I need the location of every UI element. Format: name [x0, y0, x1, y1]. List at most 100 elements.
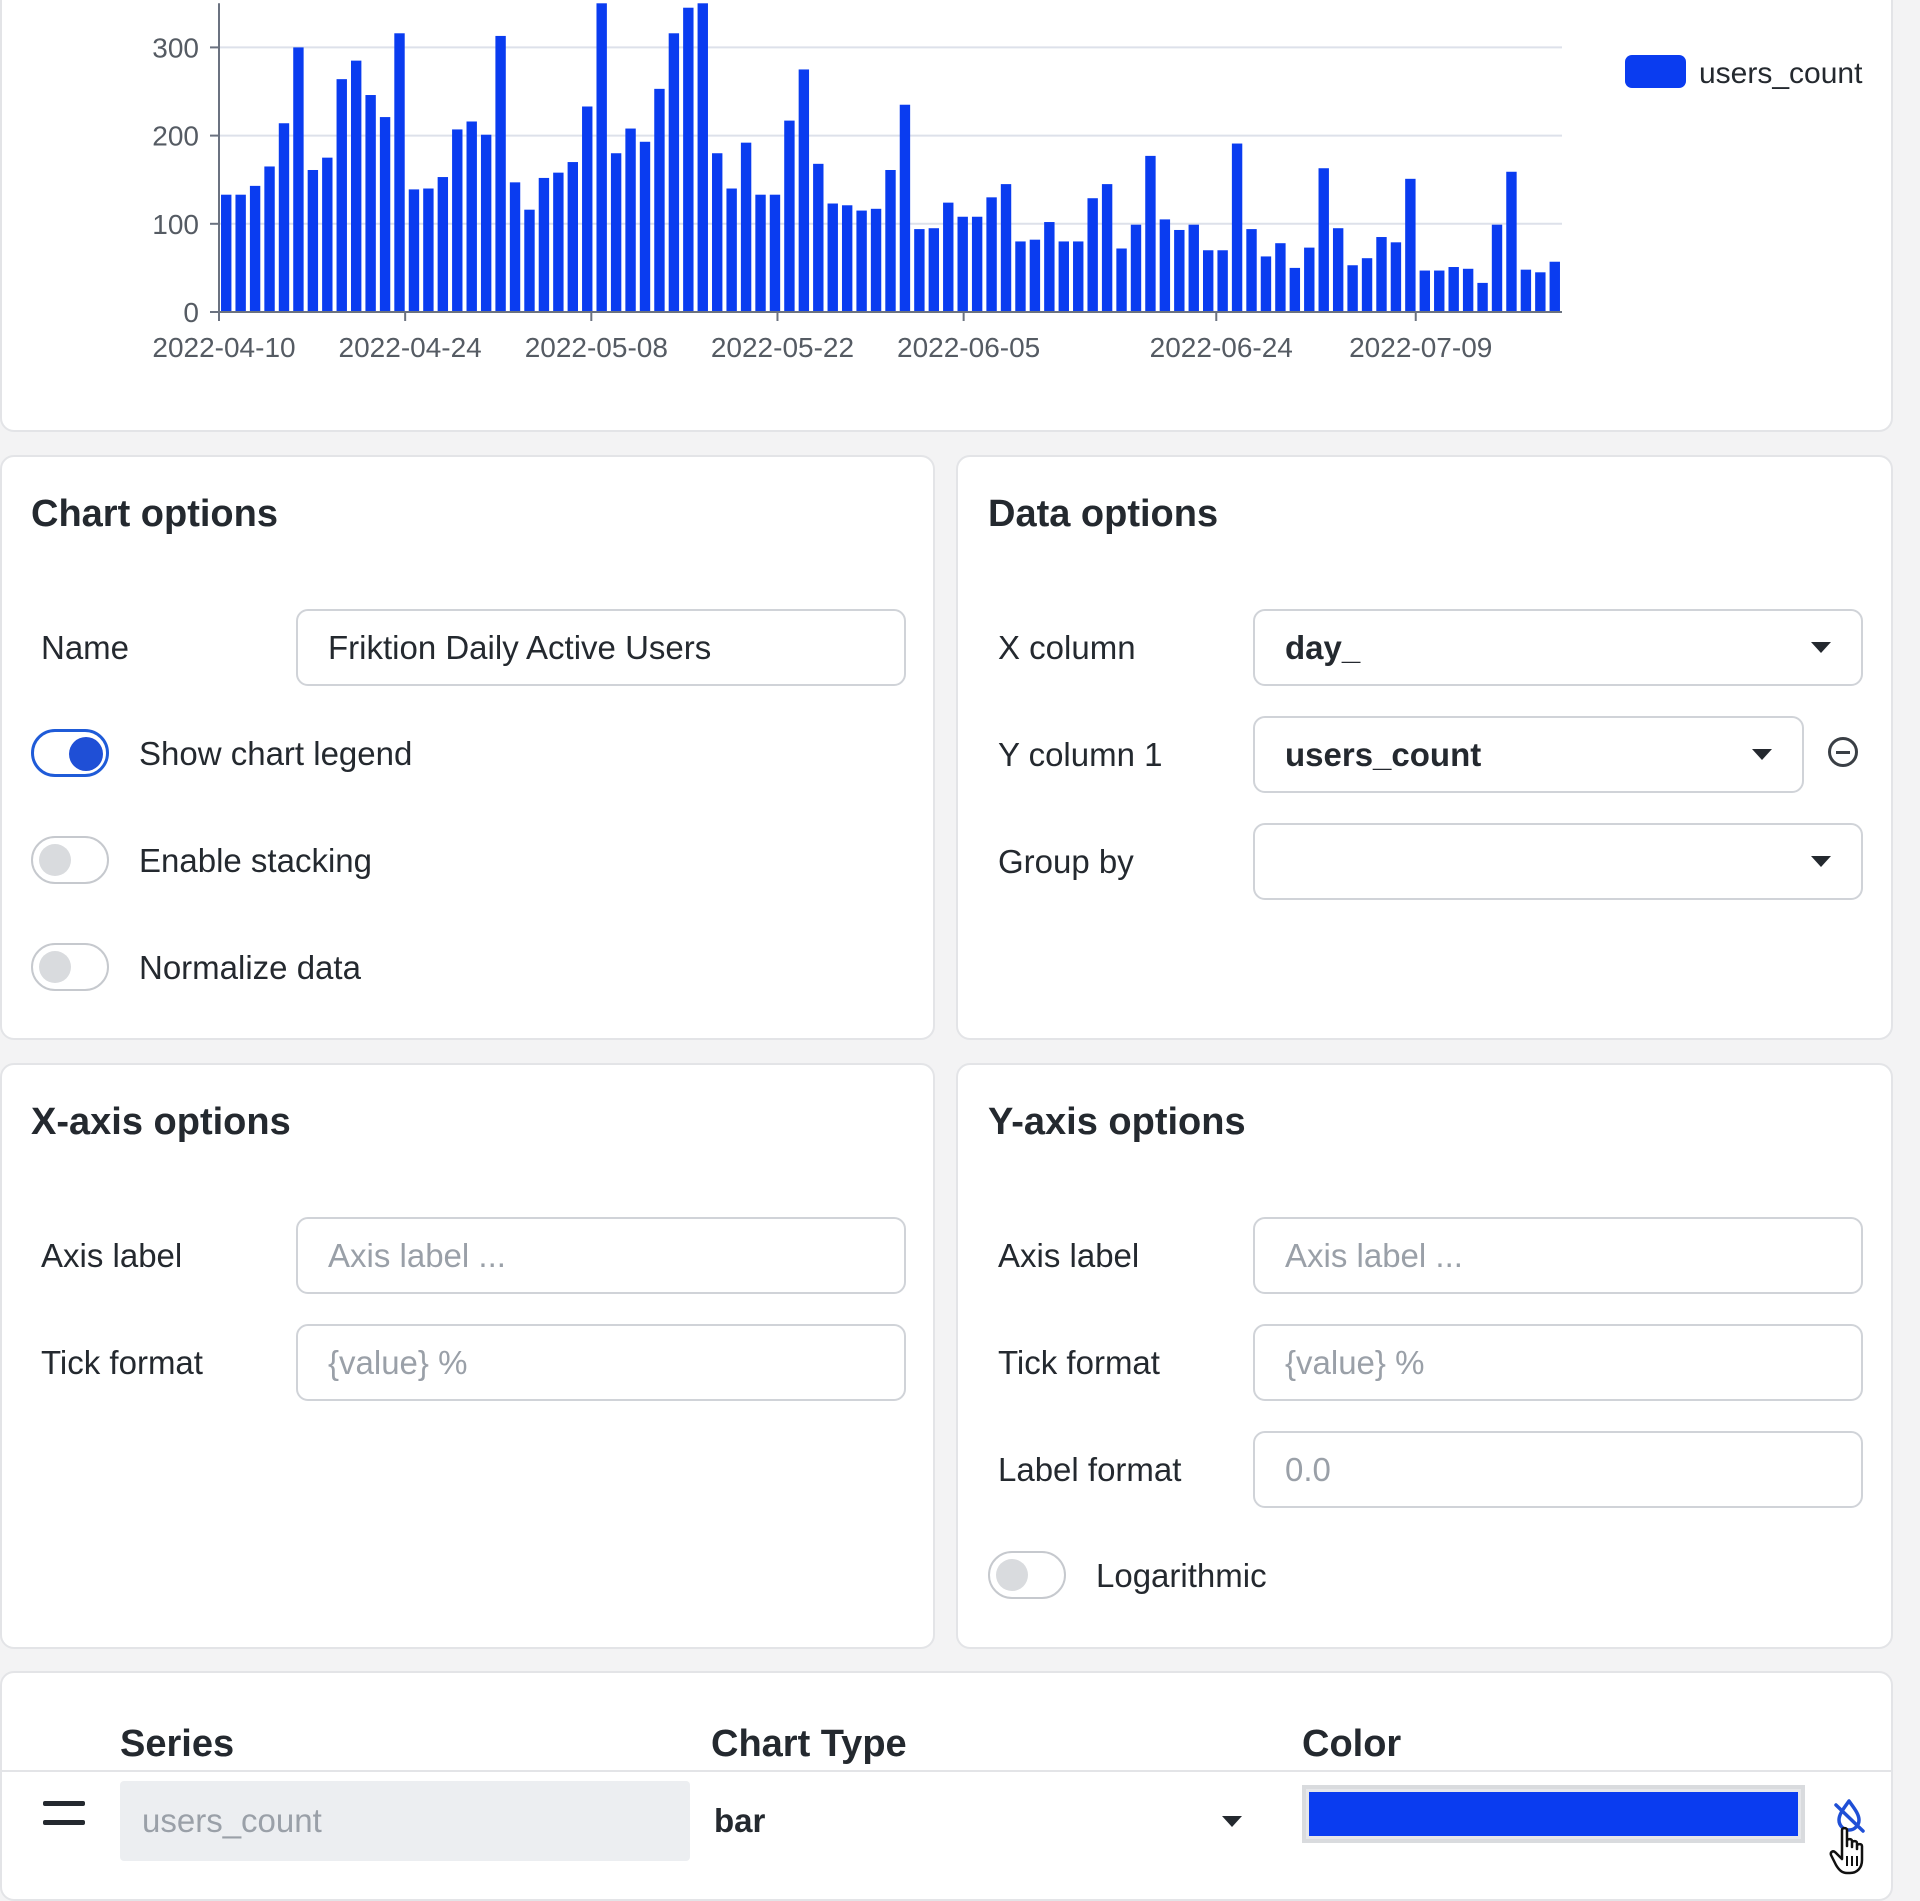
- y-tick-format-input[interactable]: {value} %: [1253, 1324, 1863, 1401]
- bar: [1506, 171, 1517, 312]
- series-panel: Series Chart Type Color users_count bar: [0, 1671, 1893, 1901]
- bar: [524, 209, 535, 312]
- y-tick-label: 300: [152, 32, 199, 63]
- bar: [1419, 270, 1431, 312]
- bar: [495, 35, 506, 313]
- y-column-value: users_count: [1285, 735, 1482, 773]
- bar: [264, 166, 275, 312]
- bar: [394, 33, 405, 313]
- bar: [1491, 224, 1503, 312]
- bar: [1000, 184, 1012, 312]
- y-axis-options-panel: Y-axis options Axis label Axis label ...…: [956, 1063, 1893, 1649]
- group-by-select[interactable]: [1253, 823, 1863, 900]
- chevron-down-icon: [1222, 1815, 1242, 1827]
- y-label-format-input[interactable]: 0.0: [1253, 1431, 1863, 1508]
- x-tick-label: 2022-04-24: [339, 332, 482, 363]
- bar: [1029, 239, 1041, 312]
- group-by-label: Group by: [998, 843, 1134, 880]
- bar: [509, 182, 521, 312]
- x-tick-label: 2022-07-09: [1349, 332, 1492, 363]
- droplet-off-icon[interactable]: [1832, 1797, 1866, 1835]
- normalize-data-label: Normalize data: [139, 949, 361, 986]
- bar: [322, 157, 333, 312]
- chevron-down-icon: [1811, 856, 1831, 867]
- x-tick-label: 2022-06-24: [1150, 332, 1293, 363]
- bar: [408, 189, 420, 312]
- y-tick-label: 0: [183, 297, 199, 328]
- x-tick-label: 2022-05-22: [711, 332, 854, 363]
- chart-type-select[interactable]: bar: [710, 1781, 1250, 1861]
- bar: [553, 172, 564, 312]
- show-legend-toggle[interactable]: [31, 729, 109, 777]
- bar: [437, 177, 449, 312]
- chart-options-title: Chart options: [31, 493, 278, 535]
- x-tick-format-input[interactable]: {value} %: [296, 1324, 906, 1401]
- normalize-data-toggle[interactable]: [31, 943, 109, 991]
- bar: [1275, 243, 1286, 312]
- bar: [885, 169, 896, 312]
- bar: [1231, 143, 1243, 312]
- series-color-picker[interactable]: [1302, 1785, 1805, 1843]
- chart-legend[interactable]: users_count: [1625, 55, 1863, 90]
- drag-handle-icon[interactable]: [43, 1801, 85, 1829]
- bar: [350, 60, 362, 312]
- chevron-down-icon: [1752, 749, 1772, 760]
- y-column-select[interactable]: users_count: [1253, 716, 1804, 793]
- bar: [813, 163, 824, 312]
- tick-labels: 0 100 200 300 2022-04-10 2022-04-24 2022-05-08…: [152, 32, 1492, 363]
- bar-chart: 0 100 200 300 2022-04-10 2022-04-24 2022-05-08…: [152, 3, 1863, 363]
- bar: [1289, 267, 1301, 312]
- bar: [1058, 241, 1069, 312]
- bar: [1203, 250, 1214, 312]
- bar: [480, 134, 492, 312]
- bar: [567, 162, 578, 312]
- bar: [1405, 178, 1416, 312]
- x-axis-options-panel: X-axis options Axis label Axis label ...…: [0, 1063, 935, 1649]
- x-axis-label-input[interactable]: Axis label ...: [296, 1217, 906, 1294]
- bar: [726, 188, 737, 312]
- bar: [668, 33, 680, 313]
- bar: [1015, 241, 1026, 312]
- x-column-label: X column: [998, 629, 1136, 666]
- bar: [899, 104, 911, 312]
- bar: [1101, 184, 1113, 312]
- bar: [582, 106, 593, 312]
- name-label: Name: [41, 629, 130, 666]
- bar: [1332, 228, 1344, 312]
- enable-stacking-toggle[interactable]: [31, 836, 109, 884]
- bar: [293, 47, 304, 313]
- x-column-select[interactable]: day_: [1253, 609, 1863, 686]
- bar: [1073, 241, 1084, 312]
- bar: [1462, 268, 1474, 312]
- bar: [365, 95, 376, 312]
- y-tick-label: 200: [152, 121, 199, 152]
- bar: [1318, 168, 1329, 312]
- bar: [1448, 267, 1459, 312]
- bar: [639, 141, 651, 312]
- axes: [210, 3, 1562, 321]
- y-tick-format-label: Tick format: [998, 1344, 1160, 1381]
- bar: [1087, 198, 1098, 312]
- bar: [221, 194, 232, 312]
- bar: [1145, 155, 1156, 312]
- bar: [1477, 282, 1488, 312]
- bar: [1376, 237, 1387, 312]
- y-axis-label-input[interactable]: Axis label ...: [1253, 1217, 1863, 1294]
- show-legend-label: Show chart legend: [139, 735, 413, 772]
- bar: [856, 210, 867, 312]
- bar: [278, 123, 290, 312]
- bar: [1174, 229, 1185, 312]
- bar: [841, 205, 853, 312]
- bar: [943, 202, 954, 312]
- bar: [452, 129, 463, 312]
- bar: [1130, 224, 1142, 312]
- bar: [697, 3, 708, 313]
- minus-circle-icon[interactable]: [1828, 737, 1858, 767]
- chart-name-input[interactable]: Friktion Daily Active Users: [296, 609, 906, 686]
- bar: [971, 216, 983, 312]
- bar: [307, 169, 319, 312]
- color-swatch: [1309, 1792, 1798, 1836]
- data-options-title: Data options: [988, 493, 1219, 535]
- x-tick-label: 2022-04-10: [152, 332, 295, 363]
- logarithmic-toggle[interactable]: [988, 1551, 1066, 1599]
